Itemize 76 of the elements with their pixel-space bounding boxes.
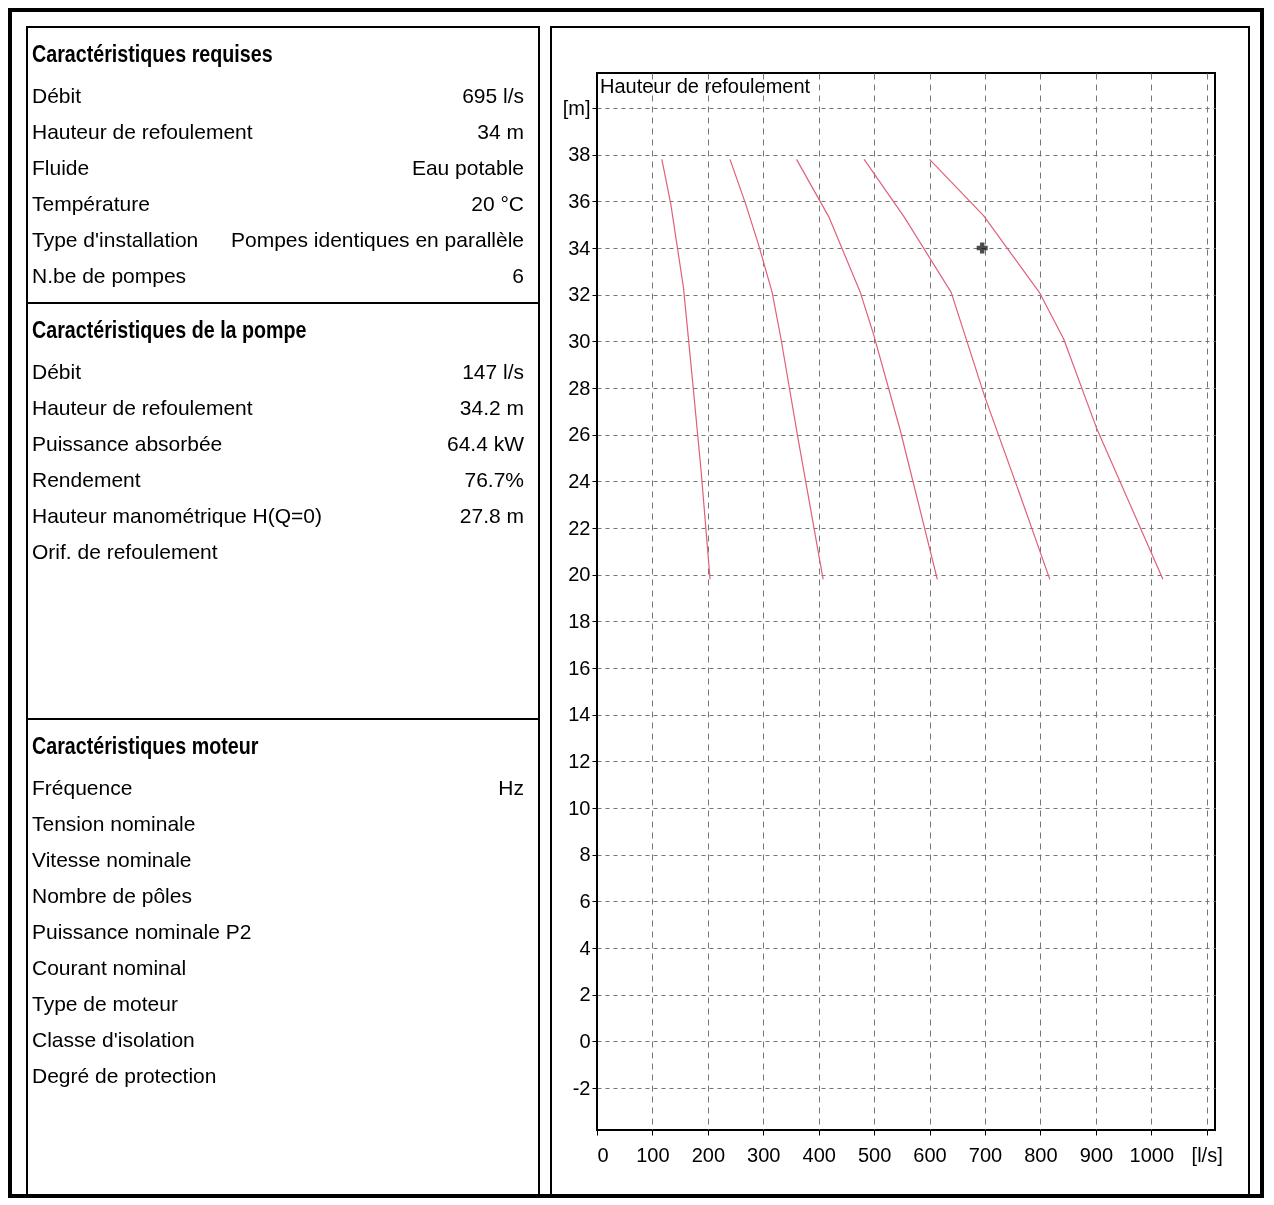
x-tick-label: 900 (1079, 1143, 1114, 1166)
category-label: Nombre de pôles (32, 883, 192, 909)
y-tick-label: 20 (568, 563, 591, 586)
category-label: Fluide (32, 155, 90, 181)
text: 147 l/s (462, 360, 524, 383)
category-label: Température (32, 191, 150, 217)
category-label: Hauteur de refoulement (32, 119, 253, 145)
text: 34 m (477, 120, 524, 143)
y-tick-label: 32 (568, 283, 591, 306)
y-tick-label: 10 (568, 796, 591, 819)
x-tick-label: 0 (597, 1143, 609, 1166)
y-tick-label: 24 (568, 469, 591, 492)
category-label: Débit (32, 83, 82, 109)
x-tick-label: 700 (968, 1143, 1003, 1166)
category-label: Hauteur manométrique H(Q=0) (32, 503, 323, 529)
y-tick-label: 30 (568, 329, 591, 352)
text: 695 l/s (462, 84, 524, 107)
y-tick-label: 2 (579, 983, 591, 1006)
y-tick-label: 36 (568, 189, 591, 212)
y-tick-label: 22 (568, 516, 591, 539)
x-tick-label: [l/s] (1191, 1143, 1223, 1166)
category-label: Classe d'isolation (32, 1027, 195, 1053)
category-label: Courant nominal (32, 955, 187, 981)
category-label: Puissance nominale P2 (32, 919, 252, 945)
y-tick-label: 16 (568, 656, 591, 679)
category-label: N.be de pompes (32, 263, 187, 289)
line-series (863, 158, 1051, 580)
text: 34.2 m (459, 396, 524, 419)
x-tick-label: 500 (857, 1143, 892, 1166)
x-tick-label: 800 (1024, 1143, 1058, 1166)
x-tick-label: 1000 (1129, 1143, 1175, 1166)
text: Caractéristiques moteur (32, 732, 260, 760)
text: 20 °C (471, 192, 524, 215)
y-tick-label: 0 (579, 1029, 591, 1052)
text: 6 (512, 264, 524, 287)
text: Caractéristiques de la pompe (32, 316, 308, 344)
y-tick-label: 8 (579, 843, 591, 866)
text: Eau potable (411, 156, 524, 179)
y-tick-label: 34 (568, 236, 591, 259)
y-tick-label: 26 (568, 423, 591, 446)
line-series (729, 158, 824, 580)
y-tick-label: 12 (568, 749, 591, 772)
y-tick-label: -2 (572, 1076, 591, 1099)
category-label: Degré de protection (32, 1063, 217, 1089)
y-tick-label: 38 (568, 143, 591, 166)
x-tick-label: 100 (636, 1143, 670, 1166)
x-tick-label: 300 (747, 1143, 781, 1166)
category-label: Vitesse nominale (32, 847, 192, 873)
y-tick-label: 6 (579, 889, 591, 912)
text: Pompes identiques en parallèle (230, 228, 524, 251)
text: 27.8 m (459, 504, 524, 527)
line-series (795, 158, 938, 580)
y-tick-label: 18 (568, 609, 591, 632)
category-label: Débit (32, 359, 82, 385)
category-label: Tension nominale (32, 811, 196, 837)
line-series (661, 158, 711, 580)
category-label: Type de moteur (32, 991, 178, 1017)
category-label: Hauteur de refoulement (32, 395, 253, 421)
y-tick-label: [m] (562, 96, 591, 119)
text: 76.7% (464, 468, 524, 491)
x-tick-label: 600 (913, 1143, 947, 1166)
text: Hz (498, 776, 524, 799)
category-label: Puissance absorbée (32, 431, 223, 457)
x-tick-label: 200 (691, 1143, 726, 1166)
y-tick-label: 4 (579, 936, 591, 959)
category-label: Type d'installation (32, 227, 199, 253)
text: 64.4 kW (446, 432, 524, 455)
x-tick-label: 400 (802, 1143, 836, 1166)
category-label: Orif. de refoulement (32, 539, 218, 565)
y-tick-label: 28 (568, 376, 591, 399)
category-label: Rendement (32, 467, 141, 493)
y-tick-label: 14 (568, 703, 591, 726)
category-label: Fréquence (32, 775, 133, 801)
line-series (928, 158, 1164, 580)
y-axis-title: Hauteur de refoulement (600, 75, 811, 97)
text: Caractéristiques requises (32, 40, 274, 68)
